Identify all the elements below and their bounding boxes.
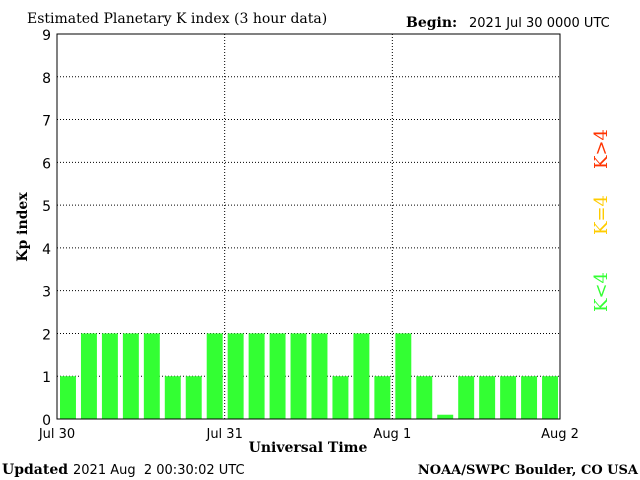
- x-tick-label: Jul 31: [205, 427, 242, 442]
- y-tick-label: 8: [42, 71, 51, 87]
- kp-bar: [248, 333, 265, 419]
- kp-bar: [122, 333, 139, 419]
- y-tick-label: 3: [42, 285, 51, 301]
- x-tick-label: Jul 30: [38, 427, 75, 442]
- y-tick-label: 2: [42, 327, 51, 343]
- kp-bar: [80, 333, 97, 419]
- legend-k-equal-4: K=4: [591, 195, 612, 235]
- begin-value: 2021 Jul 30 0000 UTC: [469, 16, 610, 31]
- plot-frame: [56, 33, 561, 420]
- legend-k-less-4: K<4: [591, 272, 612, 312]
- kp-bar: [332, 376, 349, 419]
- y-tick-label: 7: [42, 114, 51, 130]
- kp-bar: [437, 414, 454, 419]
- kp-bar: [311, 333, 328, 419]
- y-tick-label: 9: [42, 28, 51, 44]
- updated-value: 2021 Aug 2 00:30:02 UTC: [73, 463, 245, 478]
- kp-bar: [479, 376, 496, 419]
- x-tick-labels: Jul 30 Jul 31 Aug 1 Aug 2: [38, 427, 579, 442]
- kp-bar: [101, 333, 118, 419]
- kp-bar: [395, 333, 412, 419]
- chart-title: Estimated Planetary K index (3 hour data…: [27, 11, 327, 27]
- kp-bar: [269, 333, 286, 419]
- grid: [57, 34, 560, 419]
- kp-bar: [416, 376, 433, 419]
- kp-bar: [521, 376, 538, 419]
- source-credit: NOAA/SWPC Boulder, CO USA: [418, 463, 639, 478]
- kp-bar: [60, 376, 76, 419]
- y-tick-label: 5: [42, 199, 51, 215]
- y-tick-label: 0: [42, 413, 51, 429]
- y-axis-label: Kp index: [15, 192, 31, 262]
- kp-bar: [353, 333, 370, 419]
- y-tick-label: 6: [42, 156, 51, 172]
- kp-bar: [227, 333, 244, 419]
- legend-k-greater-4: K>4: [591, 129, 612, 169]
- kp-bar: [542, 376, 558, 419]
- x-axis-label: Universal Time: [249, 440, 368, 456]
- kp-bar: [500, 376, 517, 419]
- x-tick-label: Aug 2: [541, 427, 579, 442]
- kp-bar: [458, 376, 475, 419]
- kp-bar: [164, 376, 181, 419]
- updated-label: Updated: [2, 462, 68, 478]
- kp-bar: [374, 376, 391, 419]
- y-tick-label: 4: [42, 242, 51, 258]
- kp-bar: [143, 333, 160, 419]
- begin-label: Begin:: [406, 15, 457, 31]
- x-tick-label: Aug 1: [373, 427, 411, 442]
- kp-bar: [185, 376, 202, 419]
- kp-bar: [206, 333, 223, 419]
- kp-bar: [290, 333, 307, 419]
- bars: [60, 333, 558, 419]
- y-tick-label: 1: [42, 370, 51, 386]
- y-tick-labels: 0 1 2 3 4 5 6 7 8 9: [42, 28, 51, 429]
